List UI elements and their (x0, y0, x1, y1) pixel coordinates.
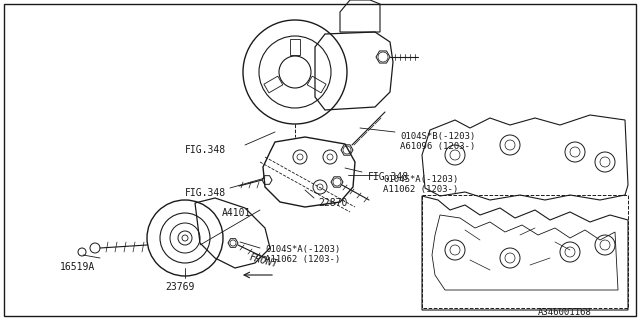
Text: FIG.348: FIG.348 (185, 145, 226, 155)
Text: 0104S*A(-1203)
A11062 (1203-): 0104S*A(-1203) A11062 (1203-) (265, 245, 340, 264)
Text: 22870: 22870 (318, 198, 348, 208)
Text: 0104S*A(-1203)
A11062 (1203-): 0104S*A(-1203) A11062 (1203-) (383, 175, 458, 194)
Text: 0104S*B(-1203)
A61096 (1203-): 0104S*B(-1203) A61096 (1203-) (400, 132, 476, 151)
Text: 16519A: 16519A (60, 262, 95, 272)
Text: FRONT: FRONT (248, 253, 279, 270)
Text: 23769: 23769 (165, 282, 195, 292)
Text: A4101: A4101 (222, 208, 252, 218)
Text: FIG.348: FIG.348 (185, 188, 226, 198)
Text: FIG.348: FIG.348 (368, 172, 409, 182)
Text: A346001168: A346001168 (538, 308, 592, 317)
